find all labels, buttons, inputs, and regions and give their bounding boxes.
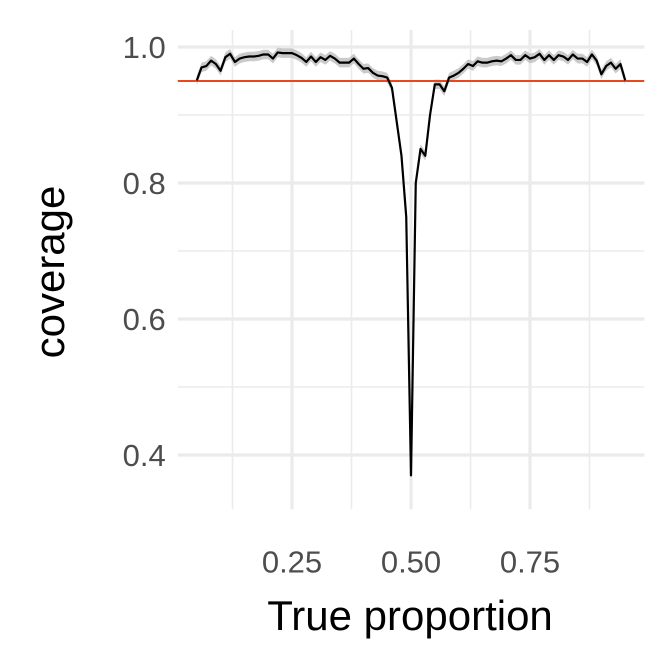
x-tick-label: 0.75 (500, 544, 560, 579)
y-tick-label: 0.4 (123, 438, 166, 473)
x-tick-label: 0.50 (381, 544, 441, 579)
x-axis-title: True proportion (267, 592, 553, 639)
y-axis-title: coverage (26, 186, 73, 359)
tick-labels: 0.4 0.6 0.8 1.0 0.25 0.50 0.75 (123, 30, 561, 579)
y-tick-label: 1.0 (123, 30, 166, 65)
x-tick-label: 0.25 (262, 544, 322, 579)
y-tick-label: 0.8 (123, 166, 166, 201)
coverage-line (195, 51, 627, 477)
y-tick-label: 0.6 (123, 302, 166, 337)
